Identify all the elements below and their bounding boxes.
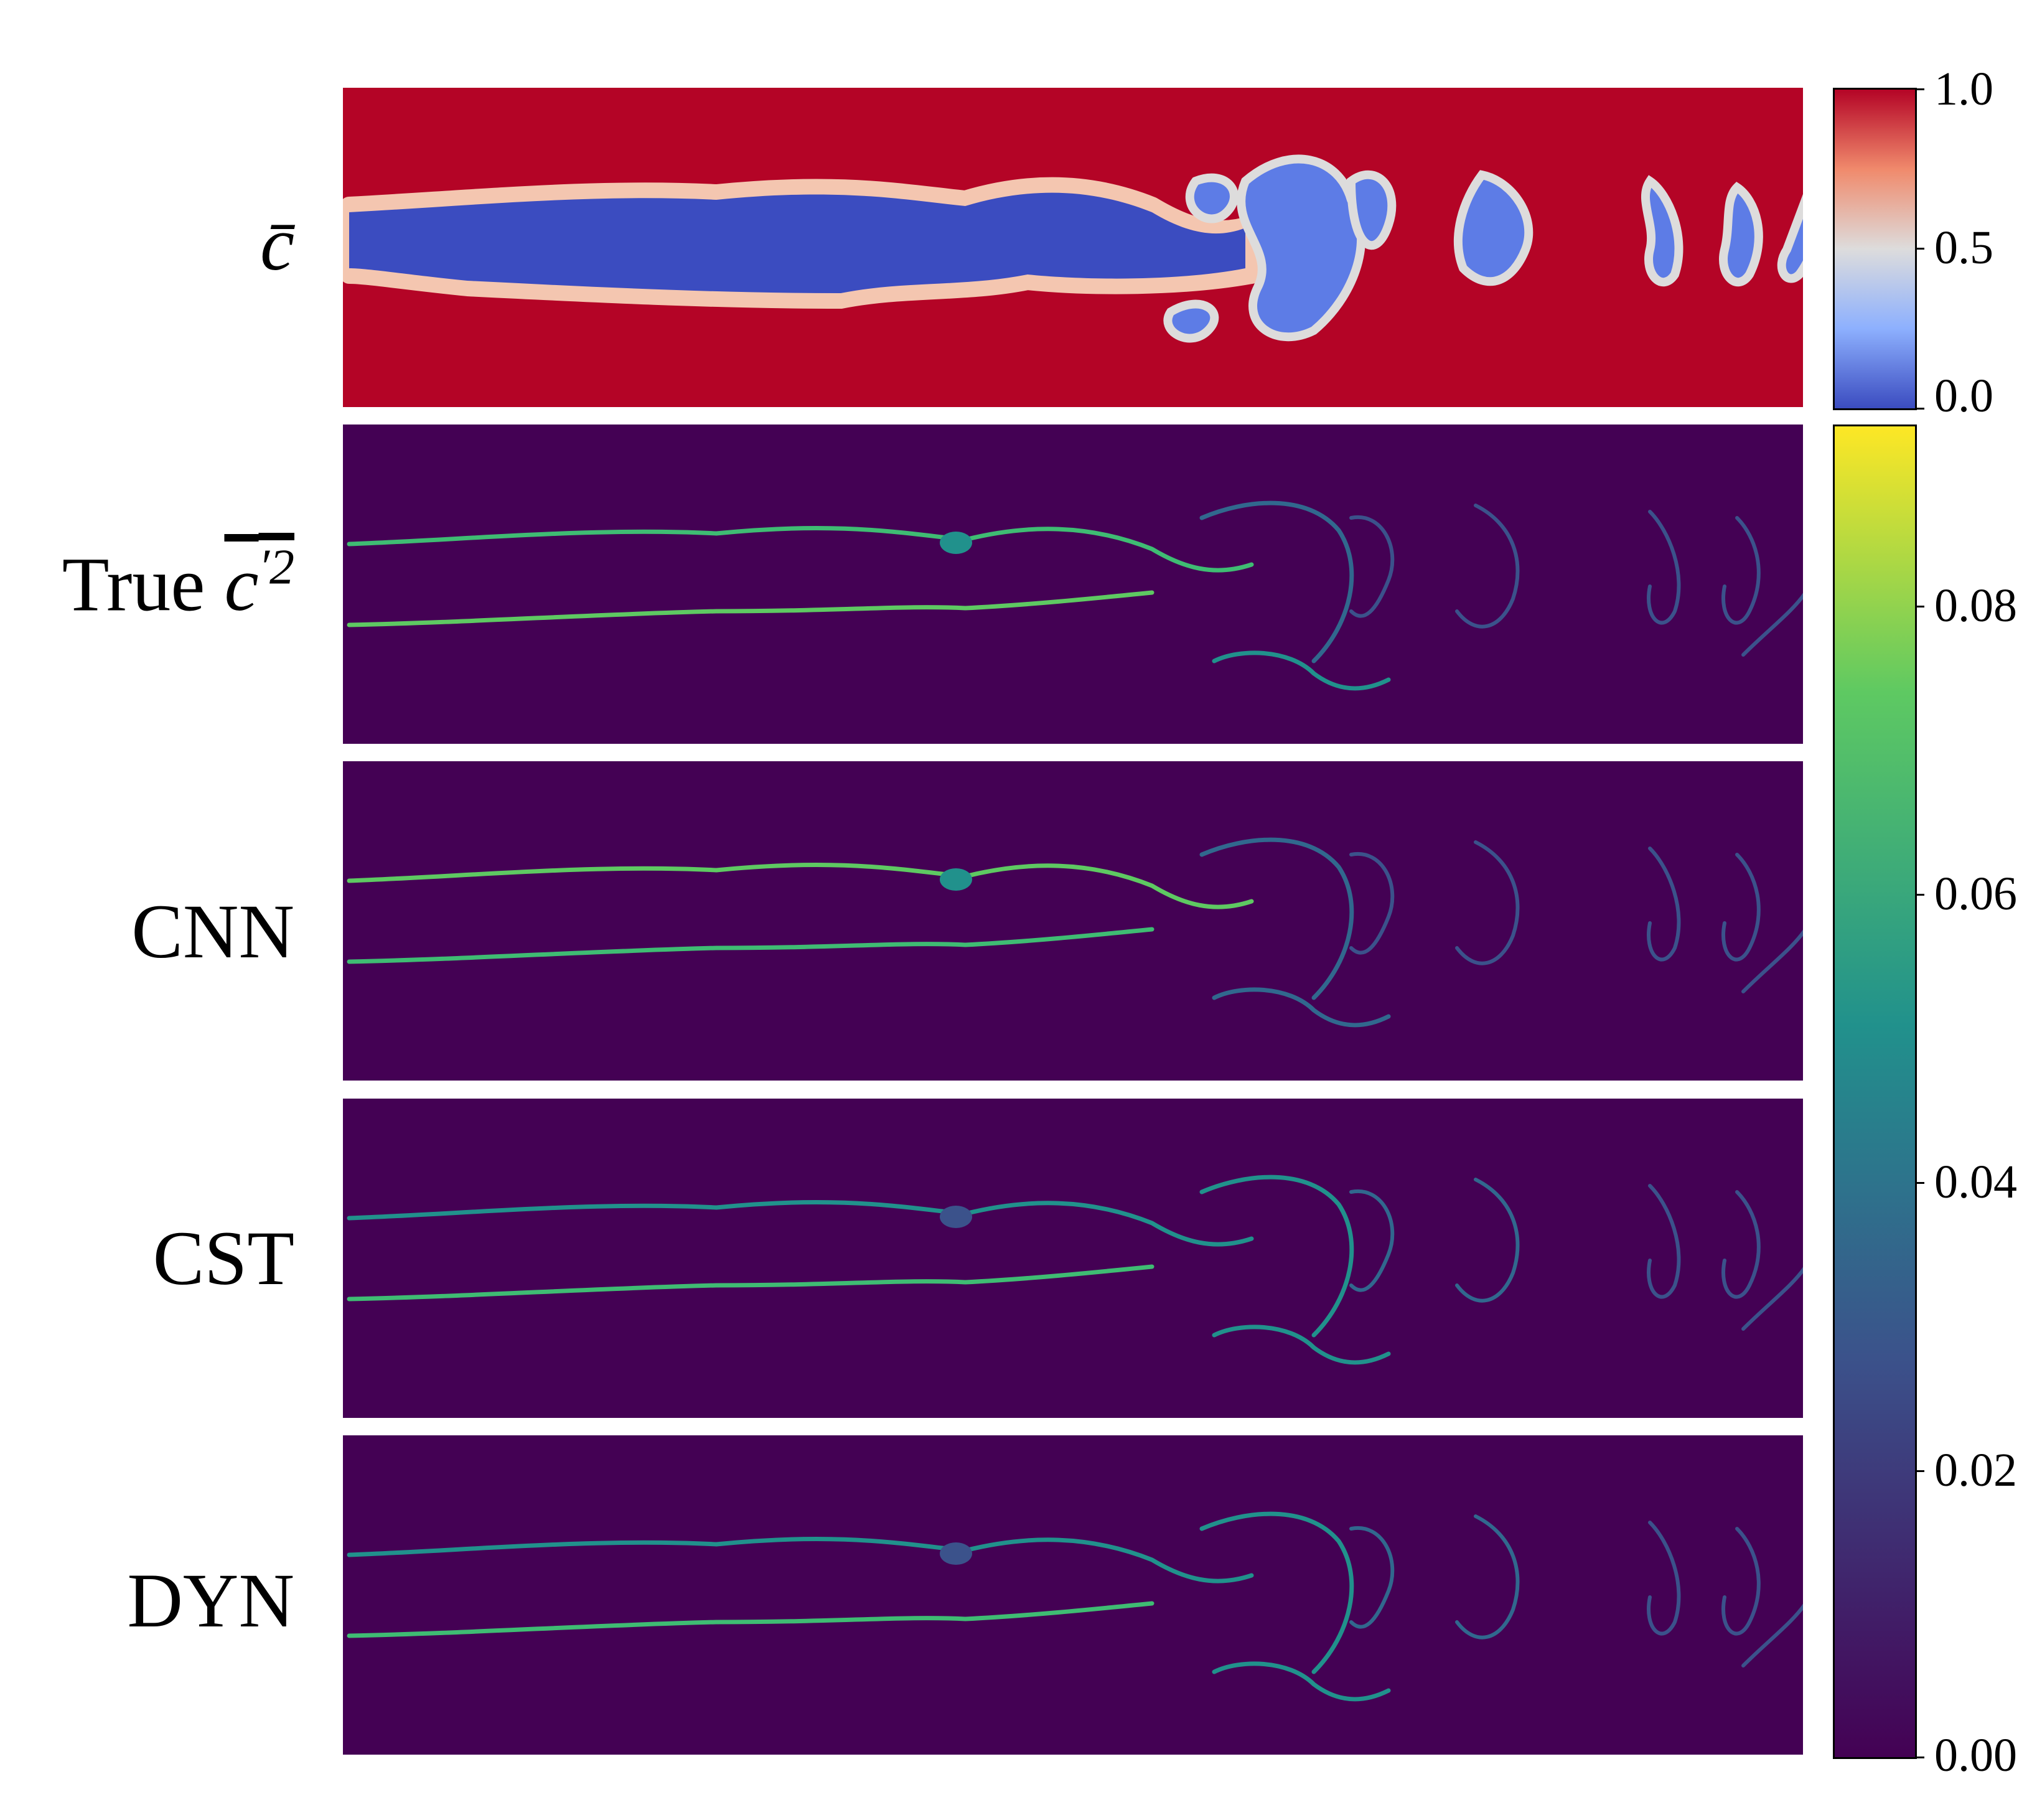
colorbar-bottom-tick-1 [1917, 606, 1924, 607]
colorbar-top-tick-label-1: 1.0 [1934, 63, 1993, 115]
true-eddy-blob [940, 532, 972, 554]
cst-background [343, 1099, 1803, 1418]
colorbar-bottom [1833, 425, 1917, 1759]
dyn-background [343, 1435, 1803, 1755]
true-background [343, 425, 1803, 744]
colorbar-bottom-tick-label-4: 0.02 [1934, 1444, 2017, 1496]
heatmap-cnn [343, 761, 1803, 1081]
row-label-cnn: CNN [131, 889, 294, 974]
heatmap-true-svg [343, 425, 1803, 744]
true-label-var-text: c [224, 542, 259, 627]
dyn-filaments [347, 1511, 1803, 1702]
row-label-cst: CST [152, 1216, 294, 1301]
colorbar-bottom-tick-label-2: 0.06 [1934, 868, 2017, 920]
colorbar-top [1833, 88, 1917, 410]
true-filaments [347, 500, 1803, 691]
c-bar-label: c̄ [260, 201, 294, 286]
true-label-prefix: True [62, 542, 205, 627]
c-bar-flame-core [349, 192, 1245, 293]
c-bar-eddies [1163, 154, 1803, 343]
row-label-true: True c′2 [62, 543, 294, 623]
colorbar-bottom-tick-2 [1917, 894, 1924, 896]
cnn-filaments [347, 837, 1803, 1028]
colorbar-bottom-tick-5 [1917, 1757, 1924, 1758]
true-label-var: c′2 [224, 542, 294, 627]
dyn-eddy-blob [940, 1542, 972, 1565]
colorbar-top-tick-2 [1917, 248, 1924, 250]
colorbar-bottom-tick-label-3: 0.04 [1934, 1156, 2017, 1208]
colorbar-top-tick-label-3: 0.0 [1934, 370, 1993, 422]
cst-eddy-blob [940, 1206, 972, 1228]
colorbar-bottom-tick-label-1: 0.08 [1934, 579, 2017, 632]
true-label-sup: ′2 [258, 540, 295, 595]
c-bar-flame-edge [343, 177, 1261, 309]
cnn-background [343, 761, 1803, 1081]
cst-filaments [347, 1175, 1803, 1365]
colorbar-bottom-tick-4 [1917, 1470, 1924, 1472]
heatmap-c-bar-svg [343, 88, 1803, 407]
colorbar-bottom-tick-3 [1917, 1182, 1924, 1184]
colorbar-bottom-tick-label-5: 0.00 [1934, 1729, 2017, 1781]
colorbar-top-tick-label-2: 0.5 [1934, 222, 1993, 274]
heatmap-dyn-svg [343, 1435, 1803, 1755]
heatmap-c-bar [343, 88, 1803, 407]
colorbar-top-tick-3 [1917, 408, 1924, 410]
heatmap-dyn [343, 1435, 1803, 1755]
cnn-eddy-blob [940, 868, 972, 891]
heatmap-cnn-svg [343, 761, 1803, 1081]
heatmap-true [343, 425, 1803, 744]
heatmap-cst [343, 1099, 1803, 1418]
heatmap-cst-svg [343, 1099, 1803, 1418]
row-label-dyn: DYN [127, 1558, 294, 1643]
colorbar-top-tick-1 [1917, 88, 1924, 90]
row-label-c-bar: c̄ [260, 205, 294, 283]
